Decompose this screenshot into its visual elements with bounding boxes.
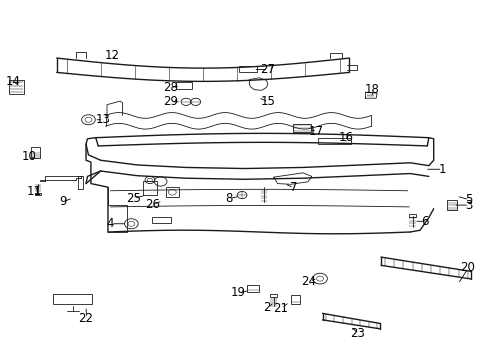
Bar [35, 193, 41, 195]
Text: 4: 4 [106, 217, 114, 230]
Bar [143, 181, 157, 195]
Bar [317, 138, 350, 144]
Text: 6: 6 [420, 215, 428, 228]
Text: 1: 1 [437, 163, 445, 176]
Bar [290, 295, 299, 304]
Bar [293, 124, 310, 132]
Bar [152, 217, 171, 223]
Text: 7: 7 [289, 181, 296, 194]
Text: 11: 11 [26, 185, 41, 198]
Text: 17: 17 [308, 125, 324, 138]
Text: 2: 2 [262, 301, 270, 314]
Text: 8: 8 [225, 192, 232, 205]
Bar [53, 294, 92, 304]
Text: 29: 29 [163, 95, 178, 108]
Bar [270, 294, 277, 297]
Text: 21: 21 [273, 302, 288, 315]
Text: 16: 16 [338, 131, 353, 144]
Bar [238, 66, 257, 72]
Text: 15: 15 [260, 95, 275, 108]
Bar [408, 214, 415, 217]
Text: 22: 22 [79, 311, 93, 325]
Bar [246, 285, 259, 292]
Text: 10: 10 [21, 150, 36, 163]
Text: 19: 19 [231, 287, 245, 300]
Text: 24: 24 [301, 275, 316, 288]
Text: 27: 27 [260, 63, 275, 76]
Text: 25: 25 [125, 192, 141, 205]
Text: 13: 13 [96, 113, 110, 126]
Bar [9, 80, 24, 94]
Text: 26: 26 [145, 198, 160, 211]
Text: 9: 9 [59, 195, 67, 208]
Text: 28: 28 [163, 81, 178, 94]
Text: 5: 5 [464, 193, 471, 206]
Bar [176, 82, 191, 89]
Bar [31, 147, 40, 158]
Text: 20: 20 [459, 261, 474, 274]
Text: 23: 23 [349, 327, 365, 340]
Text: 14: 14 [5, 75, 20, 88]
Bar [447, 200, 456, 211]
Text: 18: 18 [364, 83, 379, 96]
Bar [165, 187, 179, 197]
Text: 12: 12 [104, 49, 119, 62]
Text: 3: 3 [464, 199, 471, 212]
